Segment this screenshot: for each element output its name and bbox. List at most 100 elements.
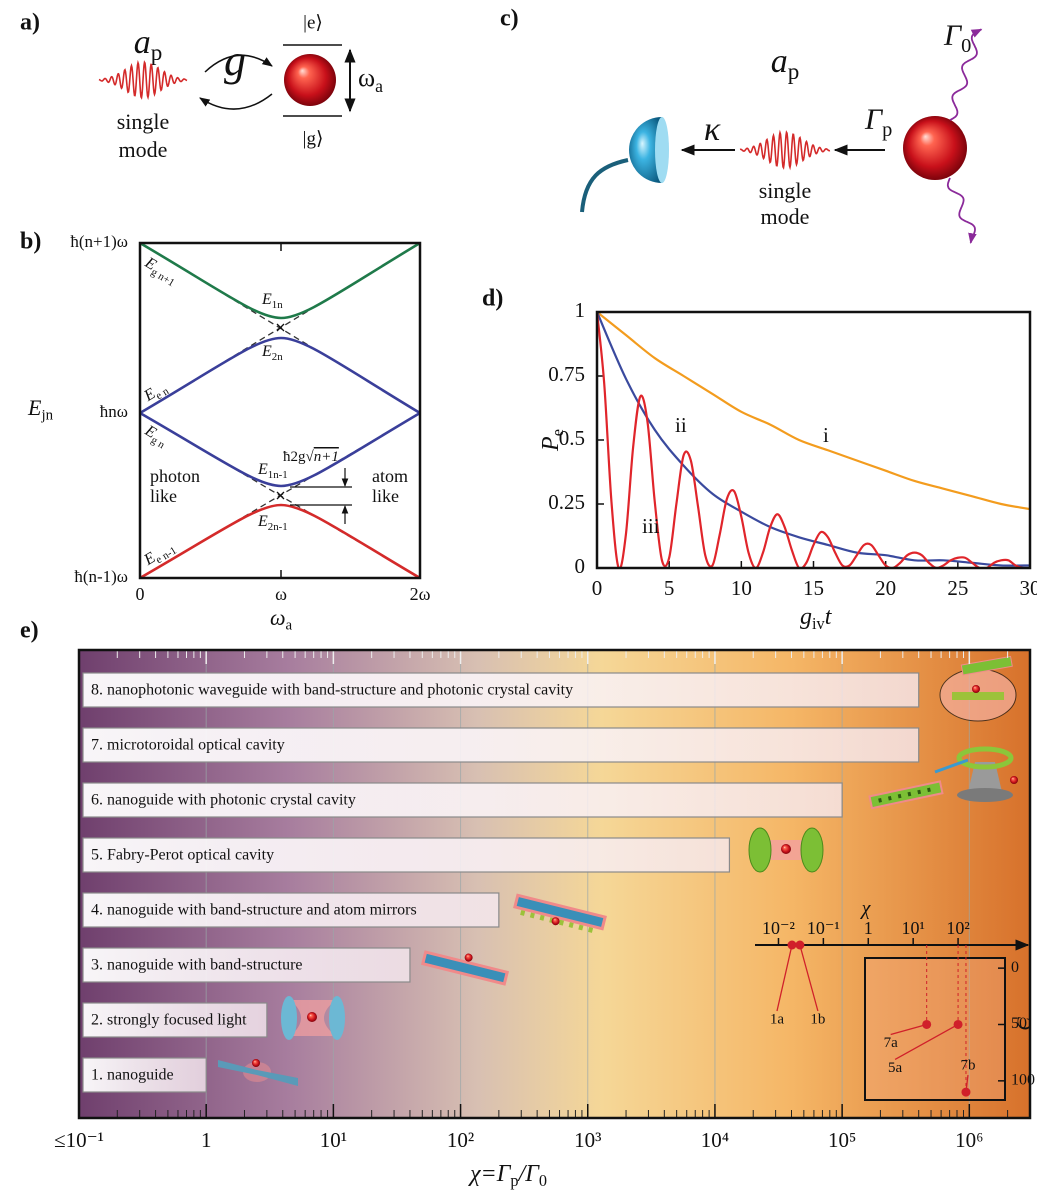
x-tick-label: 2ω: [410, 584, 431, 604]
x-axis-label-part: p: [510, 1171, 518, 1190]
atom: [781, 844, 791, 854]
point-label: 7b: [960, 1058, 975, 1074]
point-label: 7a: [884, 1035, 899, 1051]
y-tick-label: 0: [575, 554, 586, 578]
x-tick-label: 15: [803, 576, 824, 600]
level-label: E2n-1: [257, 513, 288, 533]
x-axis-label: χ=Γp/Γ0: [468, 1161, 547, 1190]
rate-label: κ: [704, 111, 721, 148]
mode-symbol-part: p: [151, 41, 163, 67]
guide: [952, 692, 1004, 700]
panel-label: c): [500, 6, 519, 32]
y-axis-label-part: e: [548, 429, 567, 436]
bar-label: 1. nanoguide: [91, 1067, 174, 1084]
atom: [252, 1059, 260, 1067]
series-label: iii: [642, 514, 660, 538]
x-tick-label: 0: [136, 584, 145, 604]
x-tick-label: 10⁻²: [762, 918, 795, 938]
base: [957, 788, 1013, 802]
y-tick-label: ħ(n-1)ω: [74, 567, 128, 586]
x-axis-label-part: a: [286, 618, 293, 634]
x-tick-label: 10: [731, 576, 752, 600]
x-axis-label-part: t: [825, 604, 833, 630]
x-tick-label: 0: [592, 576, 603, 600]
x-axis-label-part: ω: [270, 605, 286, 630]
level-label-part: E: [257, 513, 268, 530]
x-axis-label: ωa: [270, 605, 293, 634]
region-label: like: [372, 486, 399, 506]
x-axis-label: givt: [800, 604, 833, 633]
point: [795, 941, 804, 950]
point-label: 1b: [810, 1011, 825, 1027]
series-line: [597, 312, 1030, 566]
level-label: E1n: [261, 291, 283, 311]
y-tick-label: 0.75: [548, 362, 585, 386]
y-tick-label: 0.25: [548, 490, 585, 514]
mode-symbol: ap: [134, 24, 163, 67]
level-curve: [140, 338, 420, 413]
y-tick-label: 1: [575, 298, 586, 322]
state-label: |e⟩: [303, 12, 323, 33]
y-axis-label: C: [1014, 1017, 1036, 1031]
mode-caption: mode: [761, 204, 810, 229]
x-tick-label: 10²: [447, 1128, 474, 1152]
panel-label: d): [482, 286, 503, 312]
y-tick-label: 0: [1011, 959, 1019, 976]
bar-label: 3. nanoguide with band-structure: [91, 957, 303, 974]
x-tick-label: 10³: [574, 1128, 601, 1152]
region-label: atom: [372, 466, 408, 486]
panel-label: e): [20, 618, 39, 644]
x-tick-label: 10¹: [901, 918, 924, 938]
atom: [307, 1012, 317, 1022]
level-label: E2n: [261, 343, 283, 363]
coupling-label: g: [224, 36, 246, 85]
mode-symbol-part: p: [788, 60, 800, 86]
splitting-part: ħ2g√: [283, 449, 315, 465]
lens: [281, 996, 297, 1040]
level-curve: [140, 505, 420, 578]
level-label-part: E: [261, 291, 272, 308]
wave-packet: [740, 132, 830, 167]
bar-label: 7. microtoroidal optical cavity: [91, 737, 285, 754]
x-tick-label: ≤10⁻¹: [54, 1128, 104, 1152]
figure: a)apsinglemodeg|e⟩|g⟩ωab)ħ(n+1)ωħnωħ(n-1…: [0, 0, 1037, 1192]
point: [787, 941, 796, 950]
y-axis-label-part: E: [27, 395, 42, 420]
x-tick-label: 10²: [946, 918, 969, 938]
y-axis-label-part: P: [538, 436, 564, 452]
bar-label: 8. nanophotonic waveguide with band-stru…: [91, 682, 573, 699]
level-label: Eg n+1: [140, 253, 181, 288]
rate-label-part: Γ: [943, 19, 963, 52]
level-label-part: g n+1: [149, 266, 177, 289]
point: [961, 1088, 970, 1097]
mode-caption: mode: [119, 137, 168, 162]
rate-label: Γp: [864, 103, 892, 141]
atom: [284, 54, 336, 106]
panel-a-drawing: [200, 45, 350, 116]
rate-label-part: p: [882, 119, 892, 141]
x-axis-label-part: 0: [539, 1171, 547, 1190]
point-label: 1a: [770, 1011, 785, 1027]
mode-caption: single: [759, 178, 812, 203]
x-tick-label: 10⁶: [955, 1128, 983, 1152]
region-label: like: [150, 486, 177, 506]
rate-label: Γ0: [943, 19, 971, 57]
y-axis-label: Pe: [538, 429, 567, 452]
x-axis-label: χ: [860, 898, 872, 920]
mirror: [749, 828, 771, 872]
series-line: [597, 312, 1030, 509]
rate-label-part: Γ: [864, 103, 884, 136]
atom: [903, 116, 967, 180]
point-label: 5a: [888, 1060, 903, 1076]
level-label-part: E: [257, 461, 268, 478]
bar-label: 5. Fabry-Perot optical cavity: [91, 847, 274, 864]
splitting-radicand: n+1: [314, 449, 339, 465]
frequency-label-part: a: [375, 76, 383, 96]
x-axis-label-part: /Γ: [517, 1161, 541, 1187]
region-label: photon: [150, 466, 200, 486]
coupling-arrow: [200, 94, 272, 109]
panel-label: b): [20, 229, 41, 255]
inset-frame: [865, 958, 1005, 1100]
mode-symbol-part: a: [134, 24, 151, 61]
level-label-part: 2n-1: [268, 520, 288, 532]
